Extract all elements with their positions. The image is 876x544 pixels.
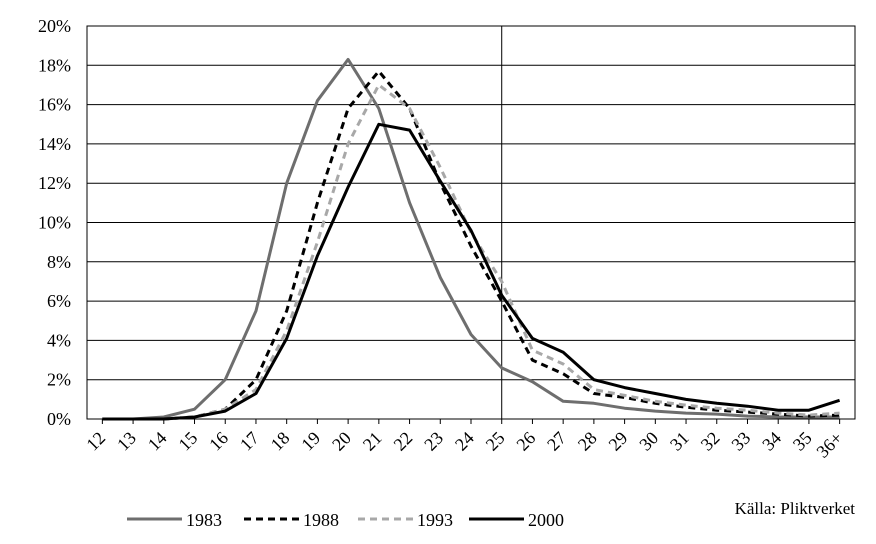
series-lines	[102, 57, 841, 421]
y-tick-label: 16%	[38, 95, 71, 115]
x-tick-label: 34	[758, 428, 785, 455]
x-tick-label: 17	[236, 428, 263, 455]
x-tick-label: 23	[420, 428, 447, 455]
legend-label-1983: 1983	[186, 510, 222, 530]
legend-label-1993: 1993	[417, 510, 453, 530]
x-tick-label: 36+	[812, 428, 846, 462]
x-tick-label: 35	[789, 428, 816, 455]
series-line-1988	[102, 69, 840, 421]
x-tick-label: 31	[666, 428, 693, 455]
x-tick-label: 29	[605, 428, 632, 455]
x-tick-label: 30	[635, 428, 662, 455]
x-tick-label: 25	[482, 428, 509, 455]
y-axis-ticks: 0% 2% 4% 6% 8% 10% 12% 14% 16% 18% 20%	[38, 16, 71, 429]
source-note: Källa: Pliktverket	[735, 499, 856, 518]
legend-label-2000: 2000	[528, 510, 564, 530]
y-tick-label: 12%	[38, 173, 71, 193]
x-tick-label: 26	[512, 428, 539, 455]
x-tick-label: 18	[267, 428, 294, 455]
y-tick-label: 4%	[47, 330, 71, 350]
x-tick-label: 19	[297, 428, 324, 455]
x-tick-label: 12	[82, 428, 109, 455]
x-tick-label: 21	[359, 428, 386, 455]
y-tick-label: 20%	[38, 16, 71, 36]
x-tick-label: 22	[390, 428, 417, 455]
series-line-1983	[102, 57, 840, 421]
x-tick-label: 32	[697, 428, 724, 455]
x-tick-label: 14	[144, 428, 171, 455]
legend-label-1988: 1988	[303, 510, 339, 530]
y-tick-label: 18%	[38, 55, 71, 75]
x-tick-label: 16	[205, 428, 232, 455]
y-tick-label: 10%	[38, 213, 71, 233]
x-tick-label: 24	[451, 428, 478, 455]
legend: 1983 1988 1993 2000	[127, 510, 564, 530]
y-tick-label: 14%	[38, 134, 71, 154]
x-tick-label: 13	[113, 428, 140, 455]
x-tick-label: 15	[174, 428, 201, 455]
y-tick-label: 2%	[47, 370, 71, 390]
series-line-2000	[102, 122, 841, 421]
x-tick-label: 28	[574, 428, 601, 455]
x-tick-label: 27	[543, 428, 570, 455]
series-line-1993	[102, 83, 840, 421]
x-axis-ticks: 12 13 14 15 16 17 18 19 20 21 22 23 24 25 26 27 28 29 30 31…	[82, 419, 846, 462]
y-tick-label: 6%	[47, 291, 71, 311]
gridlines	[87, 25, 855, 420]
y-tick-label: 0%	[47, 409, 71, 429]
x-tick-label: 33	[727, 428, 754, 455]
x-tick-label: 20	[328, 428, 355, 455]
y-tick-label: 8%	[47, 252, 71, 272]
